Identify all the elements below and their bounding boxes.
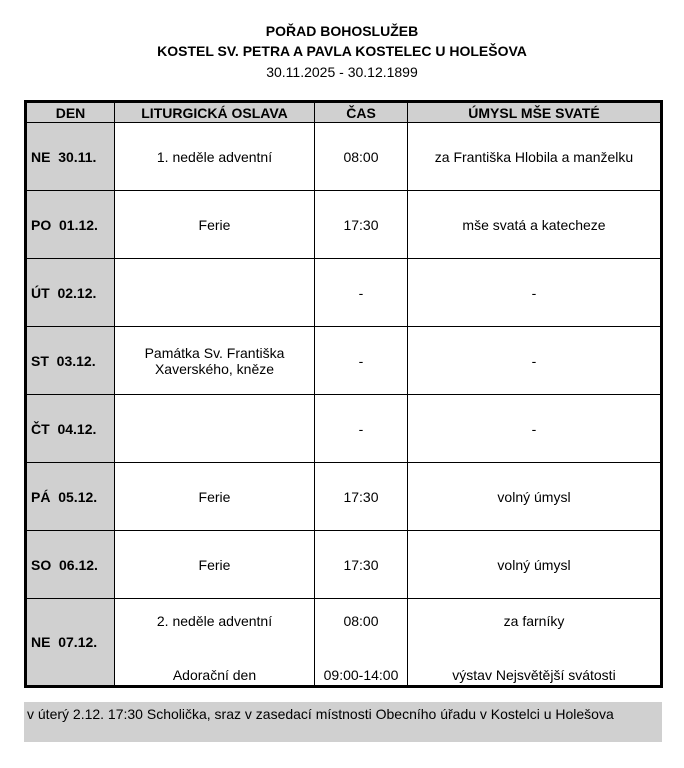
day-cell: PÁ 05.12. [25, 462, 115, 531]
celebration-cell: Ferie [114, 530, 315, 599]
intention-cell-line: za farníky [503, 613, 565, 629]
celebration-cell: Ferie [114, 462, 315, 531]
intention-cell: - [407, 326, 662, 395]
intention-cell: - [407, 258, 662, 327]
time-cell: - [314, 258, 408, 327]
table-row: ÚT 02.12. - - [25, 258, 662, 327]
time-cell: 17:30 [314, 190, 408, 259]
intention-cell: za farníky výstav Nejsvětější svátosti [407, 598, 662, 687]
celebration-cell-line: 2. neděle adventní [156, 613, 273, 629]
celebration-cell [114, 394, 315, 463]
intention-cell: - [407, 394, 662, 463]
column-header-intention: ÚMYSL MŠE SVATÉ [407, 101, 662, 123]
day-cell: NE 30.11. [25, 122, 115, 191]
table-row: NE 07.12. 2. neděle adventní Adorační den 0… [25, 598, 662, 687]
table-row: ST 03.12. Památka Sv. Františka Xaverskéh… [25, 326, 662, 395]
celebration-cell: Ferie [114, 190, 315, 259]
schedule-table: DEN LITURGICKÁ OSLAVA ČAS ÚMYSL MŠE SVAT… [24, 100, 663, 688]
table-header-row: DEN LITURGICKÁ OSLAVA ČAS ÚMYSL MŠE SVAT… [25, 101, 662, 123]
celebration-cell [114, 258, 315, 327]
day-cell: ČT 04.12. [25, 394, 115, 463]
time-cell: - [314, 394, 408, 463]
announcement-note: v úterý 2.12. 17:30 Scholička, sraz v za… [24, 702, 662, 742]
column-header-day: DEN [25, 101, 115, 123]
time-cell-line: 09:00-14:00 [323, 667, 399, 683]
day-cell: PO 01.12. [25, 190, 115, 259]
table-row: SO 06.12. Ferie 17:30 volný úmysl [25, 530, 662, 599]
table-row: NE 30.11. 1. neděle adventní 08:00 za Frant… [25, 122, 662, 191]
intention-cell: za Františka Hlobila a manželku [407, 122, 662, 191]
table-row: ČT 04.12. - - [25, 394, 662, 463]
time-cell: 17:30 [314, 462, 408, 531]
schedule-title: POŘAD BOHOSLUŽEB [265, 23, 419, 39]
celebration-cell: 2. neděle adventní Adorační den [114, 598, 315, 687]
time-cell: 08:00 09:00-14:00 [314, 598, 408, 687]
table-row: PÁ 05.12. Ferie 17:30 volný úmysl [25, 462, 662, 531]
time-cell: 08:00 [314, 122, 408, 191]
celebration-cell: 1. neděle adventní [114, 122, 315, 191]
date-range: 30.11.2025 - 30.12.1899 [266, 64, 418, 80]
column-header-celebration: LITURGICKÁ OSLAVA [114, 101, 315, 123]
column-header-time: ČAS [314, 101, 408, 123]
celebration-cell-line: Adorační den [172, 667, 257, 683]
day-cell: ST 03.12. [25, 326, 115, 395]
day-cell: ÚT 02.12. [25, 258, 115, 327]
intention-cell: volný úmysl [407, 462, 662, 531]
time-cell-line: 08:00 [343, 613, 379, 629]
celebration-cell: Památka Sv. Františka Xaverského, kněze [114, 326, 315, 395]
day-cell: NE 07.12. [25, 598, 115, 687]
table-row: PO 01.12. Ferie 17:30 mše svatá a katecheze [25, 190, 662, 259]
intention-cell-line: výstav Nejsvětější svátosti [452, 667, 616, 683]
church-name: KOSTEL SV. PETRA A PAVLA KOSTELEC U HOLE… [157, 43, 527, 59]
time-cell: 17:30 [314, 530, 408, 599]
time-cell: - [314, 326, 408, 395]
day-cell: SO 06.12. [25, 530, 115, 599]
intention-cell: volný úmysl [407, 530, 662, 599]
intention-cell: mše svatá a katecheze [407, 190, 662, 259]
